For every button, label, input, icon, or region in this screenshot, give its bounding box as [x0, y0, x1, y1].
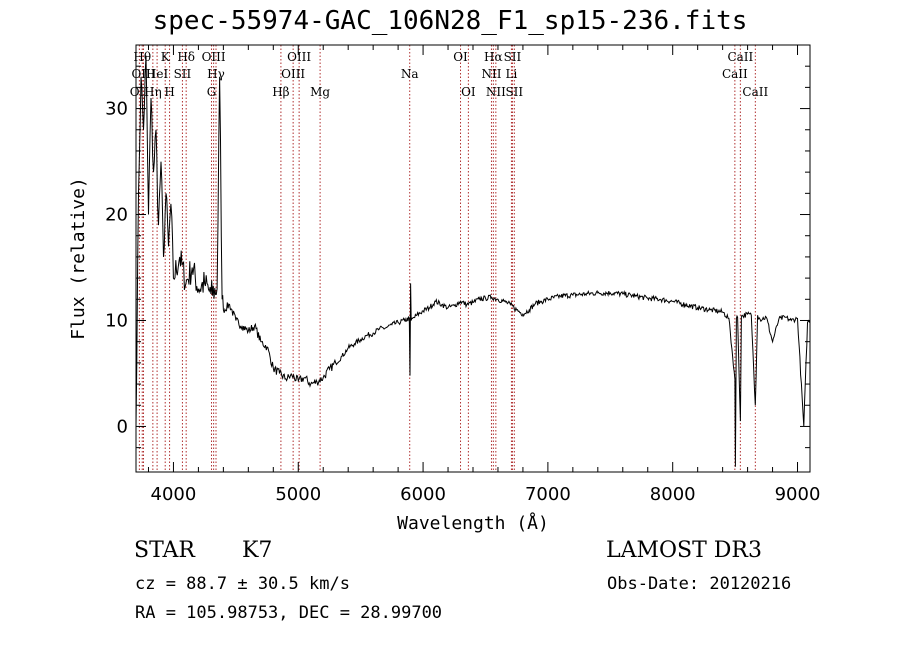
line-marker-label-18: OI	[461, 85, 476, 99]
x-axis-label: Wavelength (Å)	[397, 512, 549, 534]
line-marker-label-17: OI	[453, 50, 468, 64]
redshift-velocity: cz = 88.7 ± 30.5 km/s	[135, 574, 350, 594]
line-marker-label-16: Na	[401, 67, 419, 81]
x-tick-label-3: 7000	[525, 484, 571, 505]
line-marker-label-27: CaII	[742, 85, 768, 99]
line-marker-label-10: OIII	[202, 50, 226, 64]
axes: 4000 5000 6000 7000 8000 9000 0 10 20 30 Wavelengt…	[68, 44, 821, 534]
line-marker-label-25: CaII	[722, 67, 748, 81]
x-tick-label-4: 8000	[650, 484, 696, 505]
spectral-subclass: K7	[242, 538, 273, 563]
line-marker-label-13: OIII	[281, 67, 305, 81]
plot-frame	[135, 44, 811, 473]
line-marker-label-11: Hγ	[207, 67, 225, 81]
x-tick-label-5: 9000	[775, 484, 821, 505]
chart-title: spec-55974-GAC_106N28_F1_sp15-236.fits	[152, 6, 748, 36]
y-tick-label-1: 10	[105, 310, 128, 331]
observation-date: Obs-Date: 20120216	[607, 574, 792, 594]
line-marker-label-5: K	[161, 50, 171, 64]
line-marker-label-7: SII	[174, 67, 192, 81]
line-marker-label-2: OIII	[131, 67, 155, 81]
spectrum-line	[136, 55, 810, 467]
y-tick-label-0: 0	[117, 416, 128, 437]
line-marker-label-22: Li	[506, 67, 518, 81]
y-tick-label-2: 20	[105, 205, 128, 226]
line-marker-label-19: NII	[481, 67, 501, 81]
line-markers	[138, 45, 756, 472]
line-marker-label-26: CaII	[727, 50, 753, 64]
line-marker-label-14: OIII	[287, 50, 311, 64]
line-marker-label-23: SII	[504, 50, 522, 64]
y-axis-label: Flux (relative)	[68, 177, 89, 340]
line-marker-label-4: HeI	[146, 67, 169, 81]
coordinates: RA = 105.98753, DEC = 28.99700	[135, 603, 443, 623]
line-labels: OIIHθOIIIHηHeIKHSIIHδGOIIIHγHβOIIIOIIIMg…	[130, 50, 769, 99]
line-marker-label-15: Mg	[310, 85, 330, 99]
line-marker-label-24: SII	[505, 85, 523, 99]
line-marker-label-20: Hα	[484, 50, 503, 64]
x-tick-label-0: 4000	[151, 484, 197, 505]
line-marker-label-6: H	[164, 85, 174, 99]
object-class: STAR	[134, 538, 195, 563]
line-marker-label-3: Hη	[144, 85, 162, 99]
line-marker-label-12: Hβ	[272, 85, 289, 99]
line-marker-label-1: Hθ	[133, 50, 151, 64]
line-marker-label-21: NII	[486, 85, 506, 99]
spectrum-series	[136, 55, 810, 467]
survey-name: LAMOST DR3	[606, 538, 762, 563]
line-marker-label-0: OII	[130, 85, 150, 99]
line-marker-label-8: Hδ	[177, 50, 195, 64]
y-tick-label-3: 30	[105, 99, 128, 120]
x-tick-label-1: 5000	[275, 484, 321, 505]
line-marker-label-9: G	[207, 85, 217, 99]
x-tick-label-2: 6000	[400, 484, 446, 505]
